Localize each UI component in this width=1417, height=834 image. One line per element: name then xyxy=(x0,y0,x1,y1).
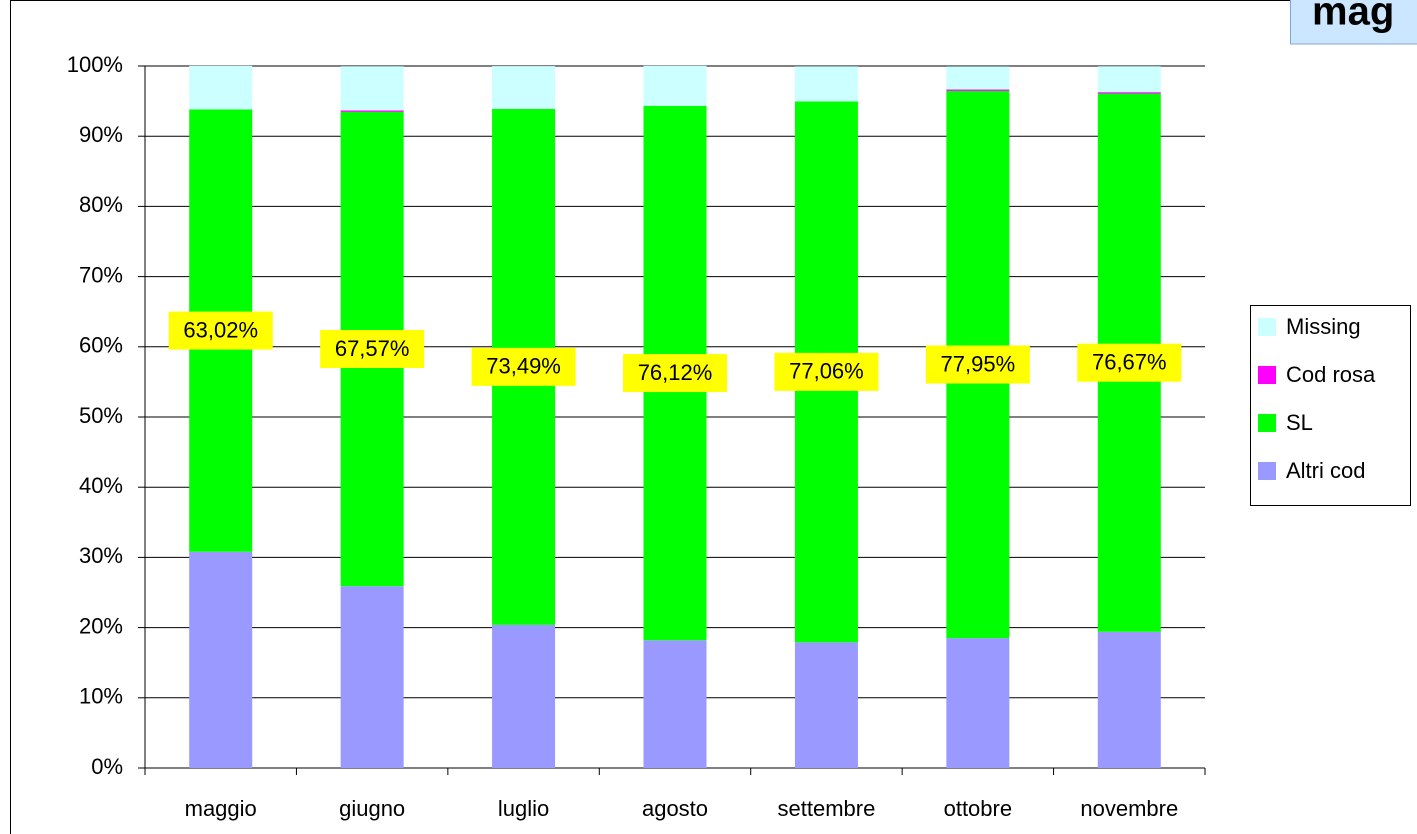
data-label-bg xyxy=(925,345,1030,384)
y-tick-label: 100% xyxy=(67,52,123,77)
data-label: 77,95% xyxy=(941,351,1016,376)
y-tick-label: 50% xyxy=(79,403,123,428)
y-tick-label: 40% xyxy=(79,473,123,498)
legend-box xyxy=(1250,305,1411,506)
data-label: 63,02% xyxy=(183,317,258,342)
bar-segment xyxy=(946,66,1010,90)
data-label-bg xyxy=(471,347,576,386)
data-label-bg xyxy=(774,352,879,391)
y-tick-label: 0% xyxy=(91,754,123,779)
bar-segment xyxy=(189,551,253,768)
x-tick-label: agosto xyxy=(642,796,708,821)
y-tick-label: 60% xyxy=(79,333,123,358)
bar-segment xyxy=(643,65,707,106)
data-label: 73,49% xyxy=(486,354,561,379)
data-label-bg xyxy=(1077,343,1182,382)
legend-label: Cod rosa xyxy=(1286,362,1376,387)
chart-title: mag xyxy=(1312,0,1394,34)
bar-segment xyxy=(1097,66,1161,93)
bar-segment xyxy=(340,110,404,112)
title-box xyxy=(1290,0,1417,45)
legend-label: Altri cod xyxy=(1286,458,1365,483)
data-label-bg xyxy=(623,354,727,393)
legend-swatch xyxy=(1258,366,1276,384)
bar-segment xyxy=(340,586,404,768)
bar-segment xyxy=(492,624,556,768)
bar-segment xyxy=(794,66,858,102)
y-tick-label: 70% xyxy=(79,262,123,287)
data-label: 76,67% xyxy=(1092,350,1167,375)
data-label-bg xyxy=(320,330,425,369)
x-tick-label: giugno xyxy=(339,796,405,821)
data-label: 77,06% xyxy=(789,359,864,384)
data-label: 67,57% xyxy=(335,336,410,361)
data-label-bg xyxy=(168,311,273,350)
y-tick-label: 90% xyxy=(79,122,123,147)
x-tick-label: maggio xyxy=(185,796,257,821)
x-tick-label: settembre xyxy=(778,796,876,821)
legend-label: Missing xyxy=(1286,314,1361,339)
x-tick-label: ottobre xyxy=(944,796,1013,821)
legend-label: SL xyxy=(1286,410,1313,435)
bar-segment xyxy=(340,66,404,111)
y-tick-label: 30% xyxy=(79,543,123,568)
x-tick-label: luglio xyxy=(498,796,549,821)
legend-swatch xyxy=(1258,414,1276,432)
x-tick-label: novembre xyxy=(1080,796,1178,821)
bar-segment xyxy=(1097,92,1161,94)
bar-segment xyxy=(1097,631,1161,768)
y-tick-label: 10% xyxy=(79,684,123,709)
legend-swatch xyxy=(1258,318,1276,336)
data-label: 76,12% xyxy=(638,360,713,385)
bar-segment xyxy=(794,642,858,768)
legend-swatch xyxy=(1258,462,1276,480)
bar-segment xyxy=(946,638,1010,768)
bar-segment xyxy=(189,65,253,110)
y-tick-label: 20% xyxy=(79,613,123,638)
y-tick-label: 80% xyxy=(79,192,123,217)
bar-segment xyxy=(946,89,1010,91)
bar-segment xyxy=(492,66,556,109)
bar-segment xyxy=(643,640,707,768)
